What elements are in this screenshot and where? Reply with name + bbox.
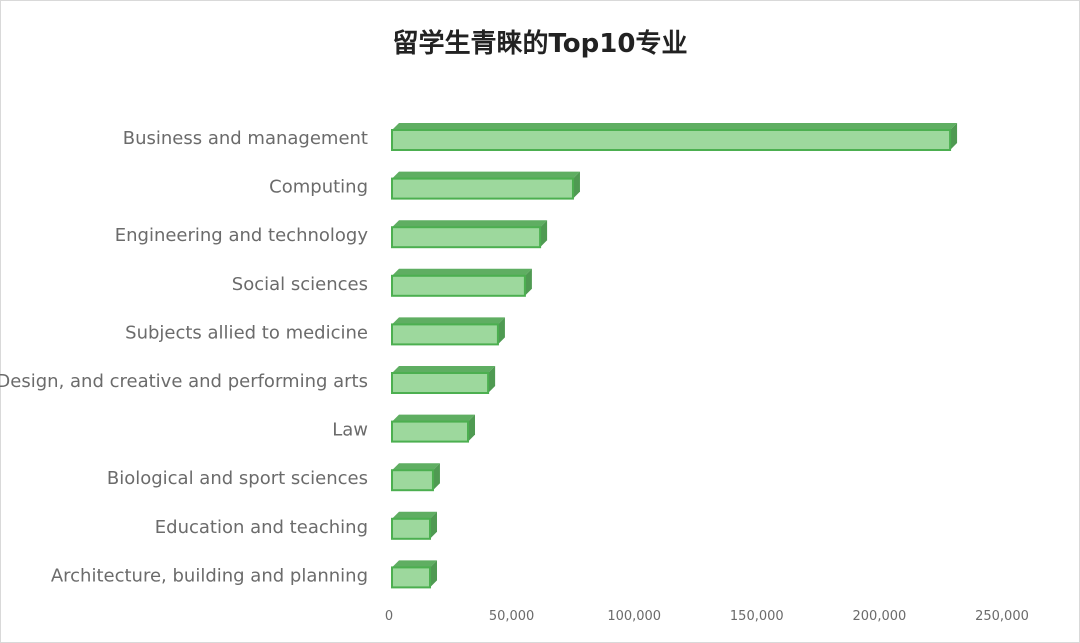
bar-top-face <box>392 220 548 228</box>
bar-front-face <box>391 274 526 297</box>
bar <box>391 366 496 394</box>
bar-top-face <box>392 414 476 422</box>
bar-side-face <box>572 171 580 199</box>
category-label: Business and management <box>123 128 368 149</box>
bar-top-face <box>392 463 440 471</box>
bar-front-face <box>391 517 432 540</box>
bar-side-face <box>488 366 496 393</box>
category-label: Subjects allied to medicine <box>125 322 368 343</box>
bar <box>391 317 505 346</box>
bar-front-face <box>391 177 574 200</box>
bar <box>391 171 580 200</box>
category-label: Law <box>332 420 368 441</box>
bar-front-face <box>391 566 432 589</box>
bar-side-face <box>540 220 548 248</box>
bar-top-face <box>392 317 505 325</box>
bar-top-face <box>392 268 532 276</box>
x-tick-labels: 0 50,000 100,000 150,000 200,000 250,000 <box>385 609 1029 624</box>
bar-top-face <box>392 123 958 130</box>
x-tick-label: 150,000 <box>730 609 784 624</box>
bar-front-face <box>391 323 499 346</box>
bar <box>391 414 476 443</box>
chart-title: 留学生青睐的Top10专业 <box>393 28 688 59</box>
bar-top-face <box>392 560 438 568</box>
x-tick-label: 50,000 <box>489 609 535 624</box>
bar <box>391 463 440 492</box>
bar <box>391 511 438 540</box>
category-label: Social sciences <box>232 274 368 295</box>
bar <box>391 123 958 151</box>
bar-side-face <box>497 317 505 345</box>
bars-group <box>391 123 958 589</box>
bar-front-face <box>391 469 434 492</box>
bar-top-face <box>392 171 580 179</box>
category-label: Computing <box>269 177 368 198</box>
bar <box>391 220 548 249</box>
bar-top-face <box>392 366 496 373</box>
category-label: Design, and creative and performing arts <box>0 371 368 392</box>
x-tick-label: 0 <box>385 609 393 624</box>
bar-front-face <box>391 420 470 443</box>
bar-top-face <box>392 511 438 519</box>
bar-side-face <box>950 123 958 150</box>
bar-front-face <box>391 372 490 394</box>
bar-front-face <box>391 129 952 151</box>
bar-side-face <box>432 463 440 491</box>
bar-side-face <box>524 268 532 296</box>
bar-front-face <box>391 226 542 249</box>
x-tick-label: 100,000 <box>607 609 661 624</box>
category-label: Engineering and technology <box>115 225 369 246</box>
category-label: Biological and sport sciences <box>107 468 368 489</box>
bar-side-face <box>468 414 476 442</box>
x-tick-label: 200,000 <box>853 609 907 624</box>
category-label: Architecture, building and planning <box>51 565 368 586</box>
x-tick-label: 250,000 <box>975 609 1029 624</box>
bar-side-face <box>430 511 438 539</box>
bar <box>391 268 532 297</box>
bar-side-face <box>430 560 438 588</box>
category-label: Education and teaching <box>155 517 368 538</box>
category-labels: Business and management Computing Engineer… <box>0 128 368 586</box>
bar <box>391 560 438 589</box>
